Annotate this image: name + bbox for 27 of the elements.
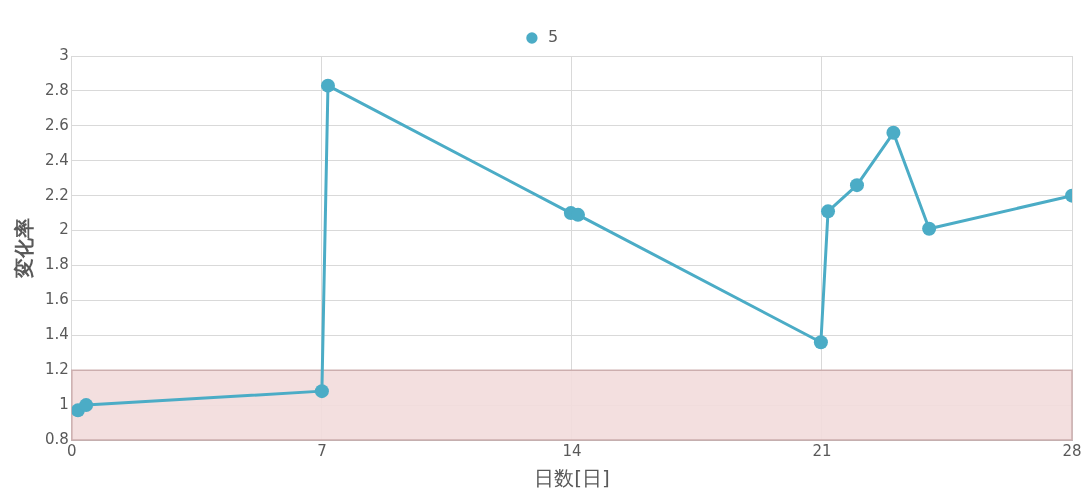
- x-tick-label: 14: [562, 441, 582, 460]
- point: [320, 78, 335, 93]
- x-tick-label: 7: [317, 441, 327, 460]
- y-tick-label: 3: [59, 45, 69, 64]
- point: [849, 178, 864, 193]
- y-axis-title: 変化率: [12, 218, 37, 279]
- y-tick-label: 2: [59, 220, 69, 239]
- point: [813, 335, 828, 350]
- y-tick-label: 2.8: [45, 80, 69, 99]
- x-tick-label: 28: [1062, 441, 1082, 460]
- legend-label: 5: [547, 27, 559, 47]
- y-tick-label: 1.2: [45, 360, 69, 379]
- point: [314, 384, 329, 399]
- y-tick-label: 1.8: [45, 255, 69, 274]
- y-tick-label: 1.6: [45, 290, 69, 309]
- point: [821, 204, 836, 219]
- y-tick-label: 2.6: [45, 115, 69, 134]
- y-tick-label: 1: [59, 394, 69, 413]
- point: [79, 398, 94, 413]
- x-tick-label: 21: [812, 441, 832, 460]
- point: [922, 221, 937, 236]
- y-tick-label: 2.2: [45, 185, 69, 204]
- point: [886, 125, 901, 140]
- point: [571, 207, 585, 222]
- y-tick-label: 2.4: [45, 150, 69, 169]
- x-axis-title: 日数[日]: [534, 466, 610, 491]
- y-tick-label: 1.4: [45, 325, 69, 344]
